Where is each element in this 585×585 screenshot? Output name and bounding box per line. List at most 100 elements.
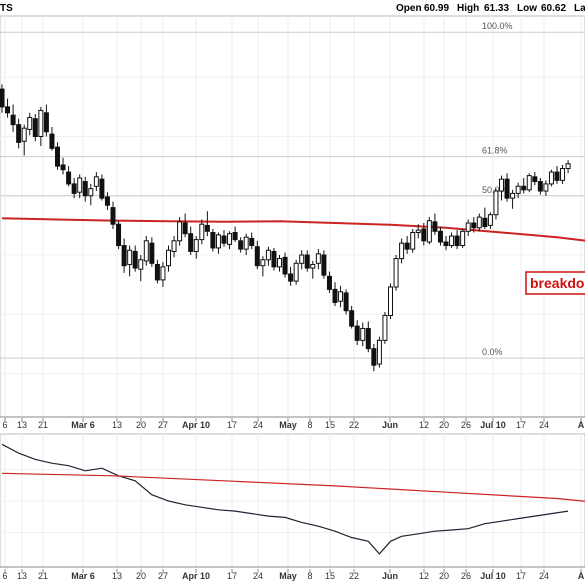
- x-tick-label: 27: [158, 420, 168, 430]
- x-tick-label: 26: [461, 420, 471, 430]
- candle-body: [310, 263, 316, 269]
- price-panel: [0, 15, 585, 418]
- x-tick-label: 21: [38, 420, 48, 430]
- candle-body: [482, 217, 488, 228]
- candle-body: [227, 233, 233, 245]
- candle-body: [460, 230, 466, 247]
- x-tick-label: A: [578, 420, 585, 430]
- candle-body: [499, 178, 504, 192]
- x-tick-label: 21: [38, 571, 48, 581]
- x-tick-label: Jul 10: [480, 571, 506, 581]
- x-tick-label: Jun: [382, 571, 398, 581]
- candle-body: [321, 254, 327, 276]
- candle-body: [193, 239, 199, 252]
- candle-body: [515, 185, 521, 194]
- candle-body: [454, 235, 460, 247]
- high-label: High: [457, 3, 479, 14]
- x-tick-label: 24: [253, 420, 263, 430]
- x-tick-label: 22: [349, 420, 359, 430]
- x-tick-label: 15: [325, 420, 335, 430]
- x-tick-label: Mar 6: [71, 571, 95, 581]
- candle-body: [376, 339, 382, 365]
- candle-body: [265, 249, 271, 261]
- ratio-lines: [1, 443, 585, 555]
- fib-label: 50.0%: [482, 185, 508, 195]
- candle-body: [182, 222, 188, 235]
- candle-body: [215, 234, 221, 249]
- candle-body: [548, 171, 554, 185]
- candle-body: [432, 221, 438, 232]
- candle-body: [66, 171, 72, 185]
- candle-body: [43, 112, 49, 133]
- x-tick-label: 13: [112, 420, 122, 430]
- candle-body: [160, 266, 166, 281]
- x-tick-label: 6: [2, 571, 7, 581]
- candle-body: [121, 245, 127, 267]
- candle-body: [132, 250, 138, 269]
- candle-body: [554, 171, 560, 181]
- candle-body: [188, 233, 194, 252]
- candle-body: [0, 88, 5, 108]
- chart-header: TS Open 60.99 High 61.33 Low 60.62 La: [0, 3, 585, 14]
- x-tick-label: 24: [539, 571, 549, 581]
- candle-body: [565, 163, 571, 170]
- candle-body: [77, 177, 83, 193]
- candle-body: [315, 253, 321, 264]
- x-tick-label: 6: [2, 420, 7, 430]
- x-tick-label: May: [279, 571, 297, 581]
- x-tick-label: Jul 10: [480, 420, 506, 430]
- annotation-text: breakdo: [530, 275, 584, 291]
- x-tick-label: 20: [439, 420, 449, 430]
- ratio-grid: [0, 434, 585, 567]
- candle-body: [271, 250, 277, 268]
- candle-body: [526, 175, 532, 191]
- x-tick-label: 24: [539, 420, 549, 430]
- x-tick-label: 17: [516, 420, 526, 430]
- open-label: Open: [396, 3, 422, 14]
- x-tick-label: 20: [439, 571, 449, 581]
- candle-body: [277, 258, 282, 268]
- last-label: La: [574, 3, 585, 14]
- candle-body: [204, 224, 210, 232]
- candle-body: [354, 325, 360, 341]
- candle-body: [60, 164, 66, 171]
- low-value: 60.62: [541, 3, 566, 14]
- candle-body: [221, 235, 227, 244]
- x-tick-label: May: [279, 420, 297, 430]
- header-left-fragment: TS: [0, 3, 13, 14]
- candle-body: [304, 254, 310, 269]
- candle-body: [410, 231, 416, 250]
- candle-body: [371, 348, 377, 366]
- candle-body: [232, 231, 238, 241]
- fib-label: 61.8%: [482, 146, 508, 156]
- x-tick-label: 17: [227, 571, 237, 581]
- candle-body: [388, 286, 393, 316]
- x-tick-label: 13: [17, 420, 27, 430]
- x-tick-label: A: [578, 571, 585, 581]
- candle-body: [166, 249, 171, 267]
- candle-body: [510, 192, 516, 199]
- candle-body: [110, 207, 116, 225]
- candle-body: [16, 124, 22, 143]
- candle-body: [238, 240, 244, 250]
- candle-body: [476, 216, 482, 229]
- candle-body: [443, 241, 449, 247]
- candle-body: [543, 183, 549, 192]
- candle-body: [365, 327, 371, 350]
- candle-body: [465, 222, 471, 232]
- candle-body: [343, 292, 349, 312]
- candle-body: [21, 127, 27, 142]
- candle-body: [338, 291, 344, 302]
- x-tick-label: 24: [253, 571, 263, 581]
- candle-body: [560, 168, 566, 181]
- candle-body: [415, 229, 421, 233]
- candle-body: [382, 314, 388, 341]
- candle-body: [399, 242, 405, 260]
- x-tick-label: 13: [112, 571, 122, 581]
- x-tick-label: Apr 10: [182, 571, 210, 581]
- ratio-series-line: [1, 472, 585, 502]
- x-tick-label: Jun: [382, 420, 398, 430]
- candle-body: [99, 178, 105, 199]
- ratio-series-line: [1, 443, 569, 555]
